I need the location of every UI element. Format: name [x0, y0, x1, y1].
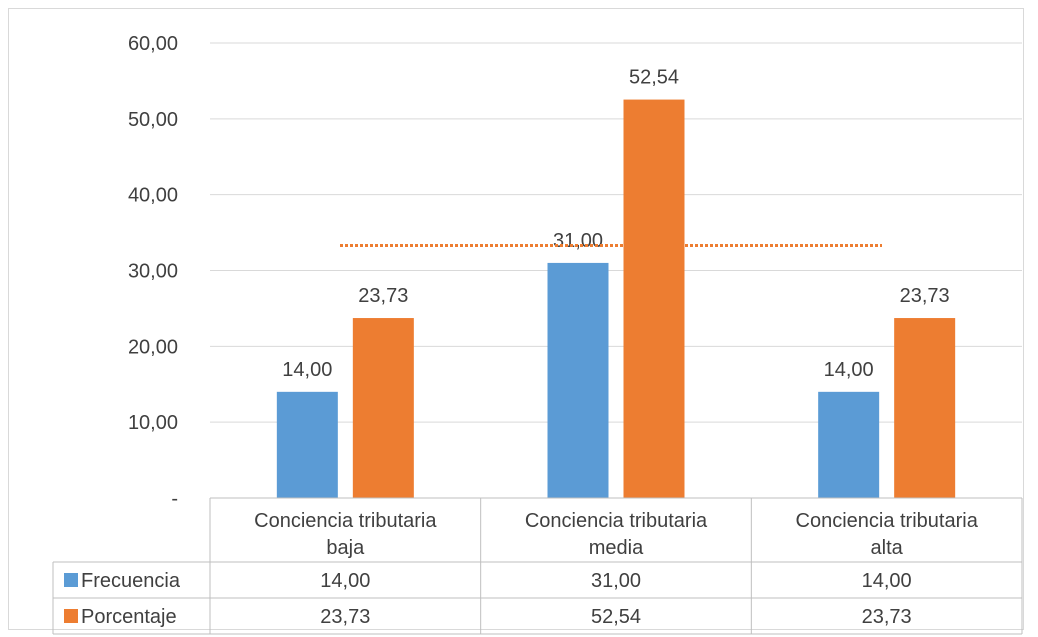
category-label: Conciencia tributaria — [796, 510, 979, 532]
y-tick-label: 10,00 — [128, 412, 178, 434]
data-label: 31,00 — [553, 230, 603, 252]
y-tick-label: 30,00 — [128, 261, 178, 283]
bar-porcentaje — [894, 318, 956, 498]
bar-porcentaje — [623, 99, 685, 499]
chart-frame — [8, 8, 1024, 630]
table-cell: 52,54 — [591, 606, 641, 628]
y-tick-label: 40,00 — [128, 185, 178, 207]
y-tick-label: 20,00 — [128, 336, 178, 358]
table-cell: 23,73 — [320, 606, 370, 628]
category-label: baja — [326, 537, 365, 559]
bar-porcentaje — [352, 318, 414, 498]
y-tick-label: 50,00 — [128, 109, 178, 131]
table-cell: 14,00 — [862, 570, 912, 592]
y-tick-label: - — [171, 488, 178, 510]
category-label: Conciencia tributaria — [525, 510, 708, 532]
bar-frecuencia — [276, 391, 338, 498]
category-label: Conciencia tributaria — [254, 510, 437, 532]
y-tick-label: 60,00 — [128, 33, 178, 55]
data-label: 23,73 — [900, 285, 950, 307]
data-label: 52,54 — [629, 67, 679, 89]
data-label: 14,00 — [824, 359, 874, 381]
category-label: media — [589, 537, 644, 559]
table-cell: 14,00 — [320, 570, 370, 592]
category-label: alta — [871, 537, 904, 559]
data-label: 14,00 — [282, 359, 332, 381]
legend-key-frecuencia — [64, 573, 78, 587]
legend-label: Porcentaje — [81, 606, 177, 628]
bar-frecuencia — [818, 391, 880, 498]
table-cell: 31,00 — [591, 570, 641, 592]
data-label: 23,73 — [358, 285, 408, 307]
bar-frecuencia — [547, 262, 609, 498]
table-cell: 23,73 — [862, 606, 912, 628]
legend-label: Frecuencia — [81, 570, 181, 592]
legend-key-porcentaje — [64, 609, 78, 623]
